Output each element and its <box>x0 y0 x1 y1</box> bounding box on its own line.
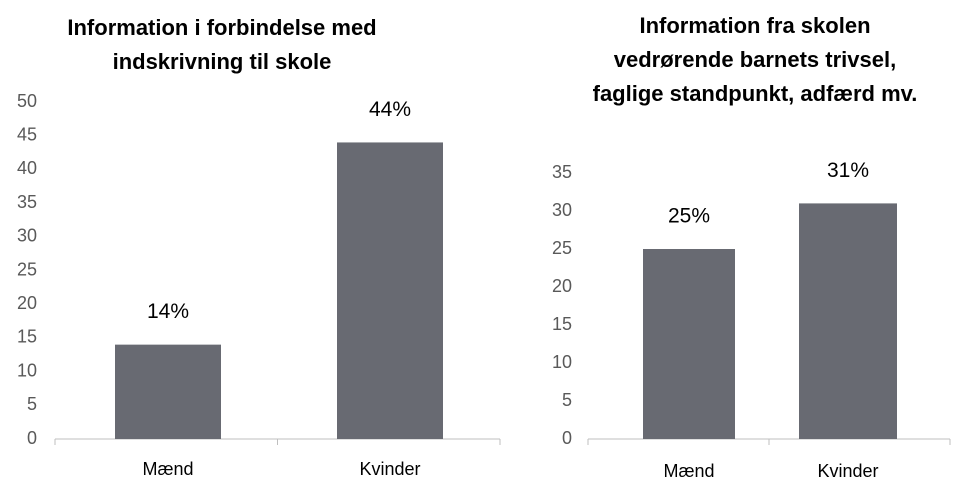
y-tick-label: 0 <box>562 428 572 448</box>
y-tick-label: 10 <box>552 352 572 372</box>
y-tick-label: 40 <box>17 158 37 178</box>
bar <box>115 344 221 439</box>
y-tick-label: 25 <box>17 259 37 279</box>
bar <box>799 203 897 439</box>
y-tick-label: 30 <box>552 200 572 220</box>
x-tick-label: Mænd <box>142 459 193 479</box>
value-label: 25% <box>668 205 710 228</box>
y-tick-label: 10 <box>17 360 37 380</box>
y-tick-label: 35 <box>17 192 37 212</box>
y-tick-label: 35 <box>552 162 572 182</box>
y-tick-label: 15 <box>17 327 37 347</box>
y-tick-label: 50 <box>17 91 37 111</box>
x-tick-label: Kvinder <box>817 461 878 479</box>
x-tick-label: Kvinder <box>359 459 420 479</box>
value-label: 44% <box>369 98 411 121</box>
bar <box>337 142 443 439</box>
value-label: 14% <box>147 300 189 323</box>
y-tick-label: 5 <box>562 390 572 410</box>
x-tick-label: Mænd <box>663 461 714 479</box>
y-tick-label: 20 <box>552 276 572 296</box>
y-tick-label: 45 <box>17 124 37 144</box>
y-tick-label: 5 <box>27 394 37 414</box>
chart-title: Information i forbindelse med indskrivni… <box>67 15 377 74</box>
y-tick-label: 25 <box>552 238 572 258</box>
chart-title: Information fra skolen vedrørende barnet… <box>592 13 918 106</box>
value-label: 31% <box>827 159 869 182</box>
y-tick-label: 30 <box>17 226 37 246</box>
y-tick-label: 0 <box>27 428 37 448</box>
y-tick-label: 20 <box>17 293 37 313</box>
y-tick-label: 15 <box>552 314 572 334</box>
bar <box>643 249 735 439</box>
